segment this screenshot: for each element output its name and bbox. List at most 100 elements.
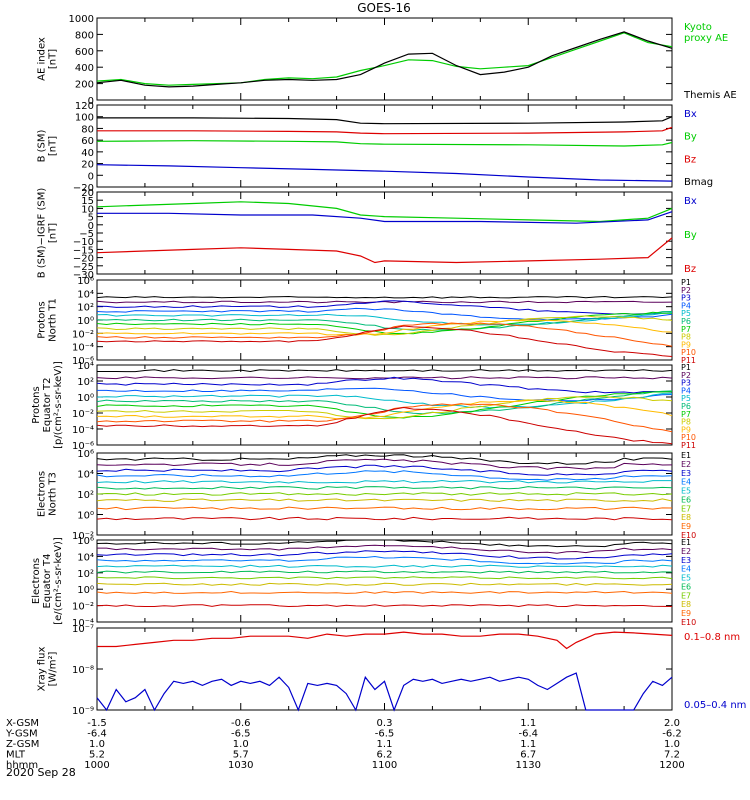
footer-row-label: Z-GSM <box>6 739 39 750</box>
footer-cell: 1100 <box>372 760 397 771</box>
footer-cell: 1.0 <box>233 739 249 750</box>
ytick-label: 10⁶ <box>77 449 94 460</box>
legend-entry-line: Bmag <box>684 177 713 188</box>
legend-entry: Bmag <box>684 177 713 188</box>
legend-entry: P10 <box>681 433 696 442</box>
ytick-label: 10⁴ <box>77 289 94 300</box>
series-e7 <box>96 576 673 580</box>
footer-cell: 0.3 <box>377 718 393 729</box>
ytick-label: 10⁻² <box>72 602 94 613</box>
legend-entry: E2 <box>681 460 691 469</box>
legend-entry: P5 <box>681 394 691 403</box>
ylabel-line: North T3 <box>48 472 59 516</box>
legend-entry: P2 <box>681 286 691 295</box>
legend-entry: E6 <box>681 495 691 504</box>
ylabel: ProtonsEquator T2[p/(cm²-s-sr-keV)] <box>31 361 64 449</box>
panel-e_t4: 10⁶ 10⁴ 10² 10⁰ 10⁻² 10⁻⁴ ElectronsEquator T4[… <box>31 536 696 629</box>
legend-entry: P8 <box>681 418 691 427</box>
series-p11 <box>96 406 673 445</box>
ytick-label: −30 <box>73 270 94 281</box>
ytick-label: 0 <box>88 221 94 232</box>
series-p11 <box>96 325 673 357</box>
legend-entry-line: proxy AE <box>684 33 728 44</box>
legend-entry: Bx <box>684 109 697 120</box>
footer-cell: 1130 <box>516 760 541 771</box>
ytick-label: 10⁻⁷ <box>72 624 94 635</box>
ylabel-line: B (SM)−IGRF (SM) <box>37 188 48 279</box>
ytick-label: 10⁰ <box>77 393 94 404</box>
ytick-label: 10⁶ <box>77 536 94 547</box>
series-p2 <box>96 376 673 380</box>
ylabel-line: Electrons <box>37 471 48 517</box>
series-e6 <box>96 570 673 574</box>
legend-entry-line: 0.05–0.4 nm <box>684 700 746 711</box>
ylabel-line: North T1 <box>48 298 59 342</box>
legend-entry: By <box>684 132 697 143</box>
legend-entry: Kyoto proxy AE <box>684 22 728 44</box>
legend-entry-line: By <box>684 230 697 241</box>
series-e2 <box>97 544 673 554</box>
legend-entry: P1 <box>681 278 691 287</box>
legend-entry: 0.05–0.4 nm <box>684 700 746 711</box>
series-e3 <box>96 550 673 560</box>
ytick-label: 80 <box>81 124 94 135</box>
legend-entry: Bz <box>684 264 696 275</box>
ytick-label: 400 <box>75 63 94 74</box>
footer-cell: -0.6 <box>231 718 251 729</box>
figure-title: GOES-16 <box>357 1 411 15</box>
footer-cell: -1.5 <box>87 718 107 729</box>
ylabel: ProtonsNorth T1 <box>37 298 59 342</box>
footer-cell: 1000 <box>84 760 109 771</box>
legend-entry-line: Bz <box>684 154 696 165</box>
footer-group: X-GSMY-GSMZ-GSMMLThhmm-1.5-6.41.05.21000… <box>5 718 685 771</box>
series-bmag <box>97 116 673 125</box>
legend-entry: E7 <box>681 504 691 513</box>
footer-cell: -6.4 <box>87 729 107 740</box>
legend-entry: E1 <box>681 451 691 460</box>
footer-cell: 6.7 <box>520 750 536 761</box>
series-p1 <box>97 369 673 373</box>
ytick-label: 800 <box>75 30 94 41</box>
ytick-label: 10⁻⁴ <box>72 618 94 629</box>
ylabel: ElectronsEquator T4[e/(cm²-s-sr-keV)] <box>31 537 64 625</box>
series-e3 <box>96 464 673 476</box>
series-p3 <box>96 376 673 394</box>
series-p9 <box>96 319 673 336</box>
series-p7 <box>96 391 673 419</box>
legend-entry: P7 <box>681 325 691 334</box>
series-e4 <box>96 470 673 481</box>
ytick-label: 120 <box>75 101 94 112</box>
ytick-label: 10² <box>77 303 94 314</box>
ytick-label: 10⁻² <box>72 409 94 420</box>
legend-entry: E3 <box>681 469 691 478</box>
ytick-label: 10² <box>77 490 94 501</box>
ytick-label: 5 <box>88 213 94 224</box>
series-themis-ae <box>96 31 673 88</box>
ytick-label: 200 <box>75 80 94 91</box>
footer-row-label: hhmm <box>6 760 38 771</box>
ytick-label: 20 <box>81 160 94 171</box>
date-label: 2020 Sep 28 <box>6 766 76 779</box>
ylabel-line: Protons <box>31 386 42 423</box>
legend-entry: P10 <box>681 348 696 357</box>
series-e8 <box>96 498 673 502</box>
ytick-label: 10⁻⁴ <box>72 425 94 436</box>
series-bx <box>96 164 673 182</box>
legend-entry-line: 0.1–0.8 nm <box>684 632 740 643</box>
legend-entry-line: Kyoto <box>684 22 712 33</box>
footer-cell: 7.2 <box>664 750 680 761</box>
series-e10 <box>96 516 673 521</box>
ylabel-line: [nT] <box>48 223 59 243</box>
legend-entry: E8 <box>681 513 691 522</box>
series-e1 <box>96 539 673 548</box>
legend-entry: E10 <box>681 531 696 540</box>
ytick-label: 10 <box>81 204 94 215</box>
footer-cell: -6.5 <box>231 729 251 740</box>
legend-entry: P5 <box>681 309 691 318</box>
series-e10 <box>96 604 673 608</box>
ytick-label: 60 <box>81 136 94 147</box>
legend-entry: By <box>684 230 697 241</box>
series-e7 <box>96 492 673 496</box>
ylabel-line: [nT] <box>48 136 59 156</box>
